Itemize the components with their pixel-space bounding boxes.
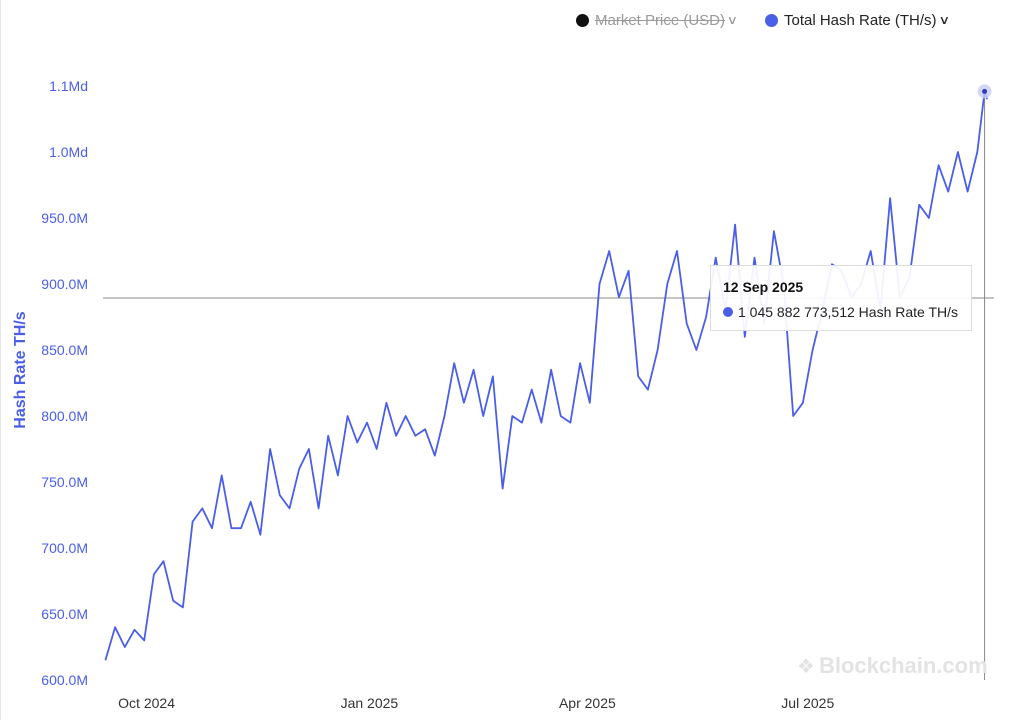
x-tick-label: Jan 2025	[341, 695, 399, 711]
y-tick-label: 700.0M	[41, 540, 88, 556]
y-tick-label: 600.0M	[41, 672, 88, 688]
chart-tooltip: 12 Sep 2025 1 045 882 773,512 Hash Rate …	[710, 265, 972, 331]
y-tick-label: 950.0M	[41, 210, 88, 226]
blockchain-logo-icon: ❖	[797, 655, 815, 678]
watermark-text: Blockchain.com	[818, 653, 988, 678]
y-tick-label: 1.0Md	[49, 144, 88, 160]
chevron-down-icon[interactable]: ∨	[726, 13, 739, 27]
legend-dot-total-hash-rate	[765, 13, 778, 27]
watermark: ❖ Blockchain.com	[797, 653, 988, 679]
legend-label-market-price: Market Price (USD)	[595, 11, 726, 29]
y-tick-label: 850.0M	[41, 342, 88, 358]
y-tick-label: 650.0M	[41, 606, 88, 622]
legend-label-total-hash-rate: Total Hash Rate (TH/s)	[784, 11, 937, 29]
y-tick-label: 750.0M	[41, 474, 88, 490]
y-axis: 600.0M 650.0M 700.0M 750.0M 800.0M 850.0M 900.…	[41, 78, 88, 688]
y-tick-label: 900.0M	[41, 276, 88, 292]
chevron-down-icon[interactable]: ∨	[938, 13, 950, 27]
x-tick-label: Apr 2025	[559, 695, 616, 711]
hover-marker-point	[982, 88, 988, 94]
tooltip-date: 12 Sep 2025	[723, 279, 804, 295]
x-tick-label: Oct 2024	[118, 695, 175, 711]
legend-item-market-price[interactable]: Market Price (USD) ∨	[576, 9, 739, 31]
tooltip-value: 1 045 882 773,512	[738, 304, 855, 320]
y-tick-label: 1.1Md	[49, 78, 88, 94]
y-tick-label: 800.0M	[41, 408, 88, 424]
legend-item-total-hash-rate[interactable]: Total Hash Rate (TH/s) ∨	[765, 9, 950, 31]
x-axis: Oct 2024 Jan 2025 Apr 2025 Jul 2025	[118, 695, 834, 711]
legend-dot-market-price	[576, 13, 589, 27]
tooltip-row: 1 045 882 773,512 Hash Rate TH/s	[723, 304, 958, 320]
tooltip-unit: Hash Rate TH/s	[858, 304, 959, 320]
x-tick-label: Jul 2025	[781, 695, 834, 711]
y-axis-title: Hash Rate TH/s	[12, 311, 29, 428]
plot-area	[104, 84, 992, 661]
tooltip-series-dot	[723, 307, 733, 317]
hash-rate-series-line	[104, 90, 988, 661]
